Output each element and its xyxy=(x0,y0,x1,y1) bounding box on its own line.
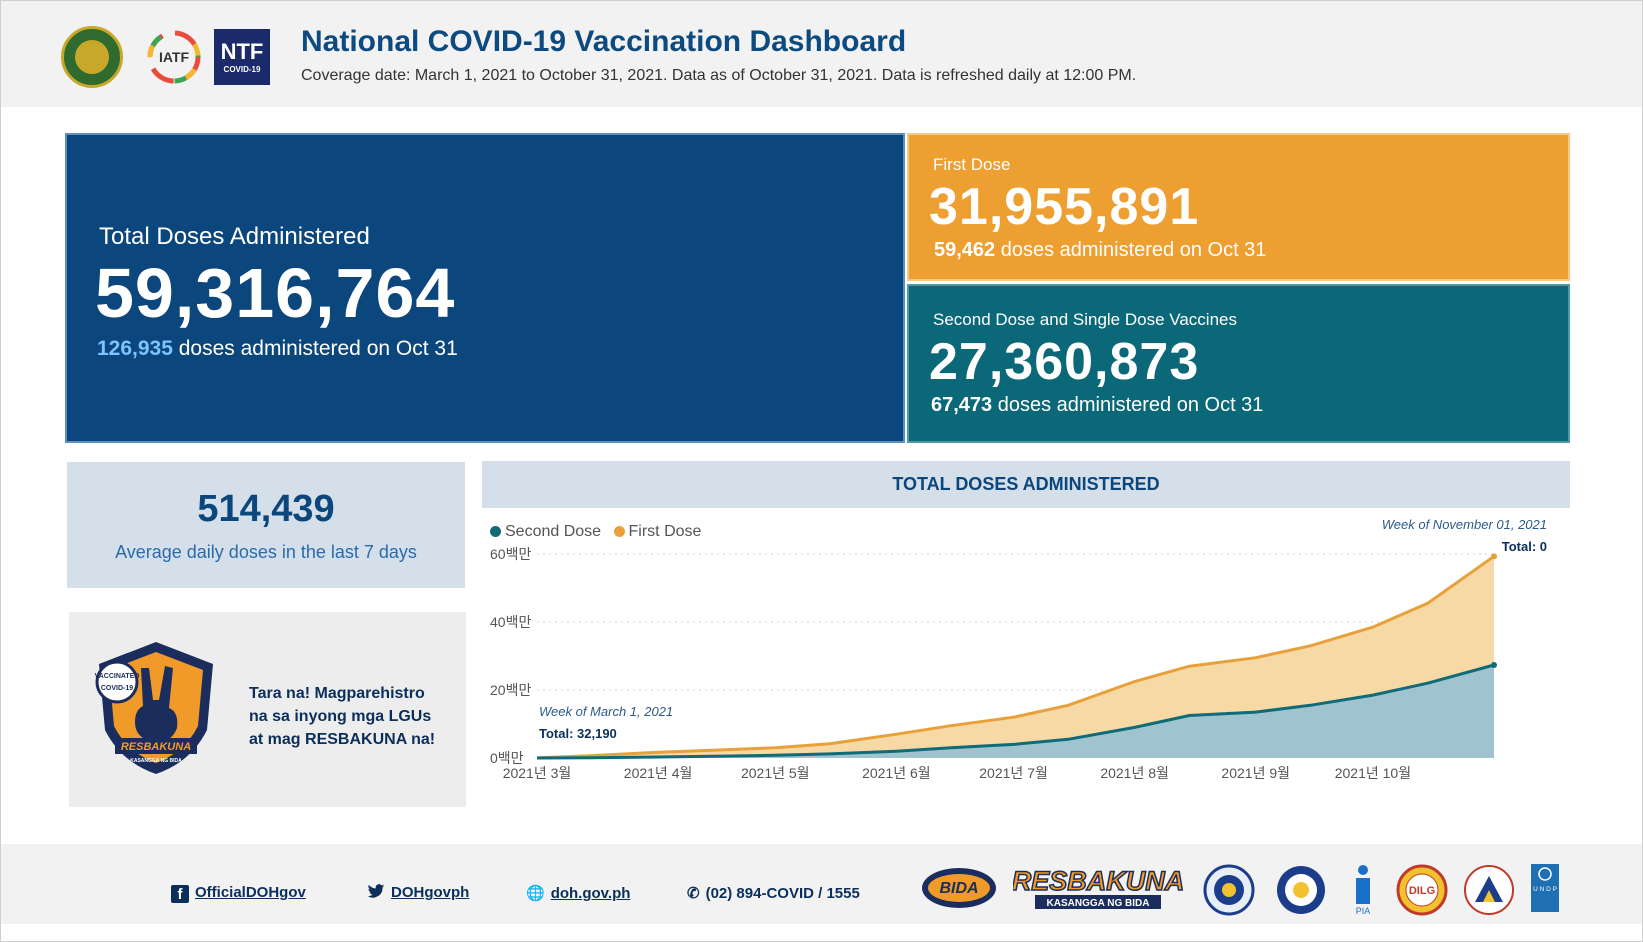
legend-second-dose[interactable]: Second Dose xyxy=(490,523,601,540)
svg-text:KASANGGA NG BIDA: KASANGGA NG BIDA xyxy=(130,758,182,764)
second-dose-label: Second Dose and Single Dose Vaccines xyxy=(933,310,1237,329)
website-link[interactable]: 🌐 doh.gov.ph xyxy=(526,885,631,902)
x-tick-label: 2021년 6월 xyxy=(862,765,931,781)
footer: f OfficialDOHgov DOHgovph 🌐 doh.gov.ph ✆ (0… xyxy=(1,844,1642,924)
x-tick-label: 2021년 9월 xyxy=(1221,765,1290,781)
government-seal-logo xyxy=(1203,864,1255,916)
average-daily-label: Average daily doses in the last 7 days xyxy=(115,542,417,562)
svg-text:COVID-19: COVID-19 xyxy=(101,685,133,692)
dilg-logo: DILG xyxy=(1396,864,1448,916)
x-tick-label: 2021년 7월 xyxy=(979,765,1048,781)
total-doses-label: Total Doses Administered xyxy=(99,223,370,250)
svg-text:RESBAKUNA: RESBAKUNA xyxy=(1013,866,1183,896)
svg-text:PIA: PIA xyxy=(1356,906,1371,916)
page-title: National COVID-19 Vaccination Dashboard xyxy=(301,25,907,58)
svg-text:U N D P: U N D P xyxy=(1533,886,1557,893)
second-dose-line xyxy=(536,663,1495,760)
x-tick-label: 2021년 4월 xyxy=(624,765,693,781)
doh-seal-logo xyxy=(61,26,123,88)
facebook-link[interactable]: f OfficialDOHgov xyxy=(171,884,306,903)
area-chart[interactable]: 0백만 20백만 40백만 60백만 2021년 3월 2021년 4월 2021년 5월 2… xyxy=(482,508,1570,829)
presidential-seal-logo xyxy=(1277,866,1325,914)
promo-line: na sa inyong mga LGUs xyxy=(249,708,432,725)
twitter-link[interactable]: DOHgovph xyxy=(367,884,469,901)
first-dose-area xyxy=(537,556,1494,758)
phone-icon: ✆ xyxy=(687,885,700,902)
second-dose-point xyxy=(1491,661,1497,668)
globe-icon: 🌐 xyxy=(526,885,545,902)
svg-text:IATF: IATF xyxy=(159,49,190,65)
svg-text:VACCINATED: VACCINATED xyxy=(95,673,140,680)
first-dose-line xyxy=(536,555,1495,760)
svg-text:KASANGGA NG BIDA: KASANGGA NG BIDA xyxy=(1047,898,1150,909)
second-dose-area xyxy=(537,665,1494,758)
resbakuna-logo: RESBAKUNA KASANGGA NG BIDA xyxy=(1013,865,1183,909)
pia-logo: PIA xyxy=(1356,865,1371,916)
promo-message: Tara na! Magparehistro na sa inyong mga … xyxy=(249,682,459,751)
total-doses-card: Total Doses Administered 59,316,764 126,… xyxy=(65,133,905,443)
resbakuna-promo: VACCINATED COVID-19 RESBAKUNA KASANGGA N… xyxy=(69,612,466,807)
svg-text:RESBAKUNA: RESBAKUNA xyxy=(121,741,191,753)
svg-text:BIDA: BIDA xyxy=(939,880,978,897)
first-dose-value: 31,955,891 xyxy=(929,178,1200,236)
promo-line: at mag RESBAKUNA na! xyxy=(249,731,436,748)
iatf-logo: IATF xyxy=(147,30,201,84)
first-dose-daily: 59,462 doses administered on Oct 31 xyxy=(934,239,1267,261)
annotation-total-start: Total: 32,190 xyxy=(539,726,617,741)
annotation-week-end: Week of November 01, 2021 xyxy=(1382,517,1547,532)
chart-title: TOTAL DOSES ADMINISTERED xyxy=(482,461,1570,508)
second-dose-card: Second Dose and Single Dose Vaccines 27,… xyxy=(907,284,1570,443)
promo-line: Tara na! Magparehistro xyxy=(249,685,425,702)
first-dose-card: First Dose 31,955,891 59,462 doses admin… xyxy=(907,133,1570,281)
y-tick-label: 0백만 xyxy=(490,750,524,766)
ntf-logo: NTF COVID-19 xyxy=(214,29,270,85)
vaccinated-badge-icon: VACCINATED COVID-19 RESBAKUNA KASANGGA N… xyxy=(95,642,213,774)
twitter-icon xyxy=(367,884,385,898)
y-tick-label: 20백만 xyxy=(490,682,531,698)
facebook-icon: f xyxy=(171,885,189,903)
annotation-total-end: Total: 0 xyxy=(1502,539,1547,554)
total-doses-value: 59,316,764 xyxy=(95,254,456,332)
undp-logo: U N D P xyxy=(1531,864,1559,912)
chart-legend[interactable]: Second Dose First Dose xyxy=(490,523,709,541)
x-tick-label: 2021년 8월 xyxy=(1100,765,1169,781)
first-dose-point xyxy=(1491,553,1497,560)
phone-link[interactable]: ✆ (02) 894-COVID / 1555 xyxy=(687,885,860,902)
x-tick-label: 2021년 10월 xyxy=(1335,765,1411,781)
y-tick-label: 40백만 xyxy=(490,614,531,630)
svg-text:DILG: DILG xyxy=(1409,885,1435,897)
coverage-subtitle: Coverage date: March 1, 2021 to October … xyxy=(301,67,1137,84)
x-tick-label: 2021년 5월 xyxy=(741,765,810,781)
y-tick-label: 60백만 xyxy=(490,546,531,562)
annotation-week-start: Week of March 1, 2021 xyxy=(539,704,673,719)
average-daily-card: 514,439 Average daily doses in the last … xyxy=(67,462,465,588)
average-daily-value: 514,439 xyxy=(197,488,335,530)
second-dose-value: 27,360,873 xyxy=(929,333,1200,391)
legend-first-dose[interactable]: First Dose xyxy=(613,523,701,540)
header: IATF NTF COVID-19 National COVID-19 Vacc… xyxy=(1,1,1642,107)
total-doses-chart-panel: TOTAL DOSES ADMINISTERED Second Dose Fir… xyxy=(482,461,1570,829)
total-doses-daily: 126,935 doses administered on Oct 31 xyxy=(97,337,458,360)
x-tick-label: 2021년 3월 xyxy=(503,765,572,781)
second-dose-daily: 67,473 doses administered on Oct 31 xyxy=(931,394,1264,416)
agency-logo xyxy=(1464,865,1514,915)
first-dose-label: First Dose xyxy=(933,155,1011,174)
bida-logo: BIDA xyxy=(922,868,996,908)
